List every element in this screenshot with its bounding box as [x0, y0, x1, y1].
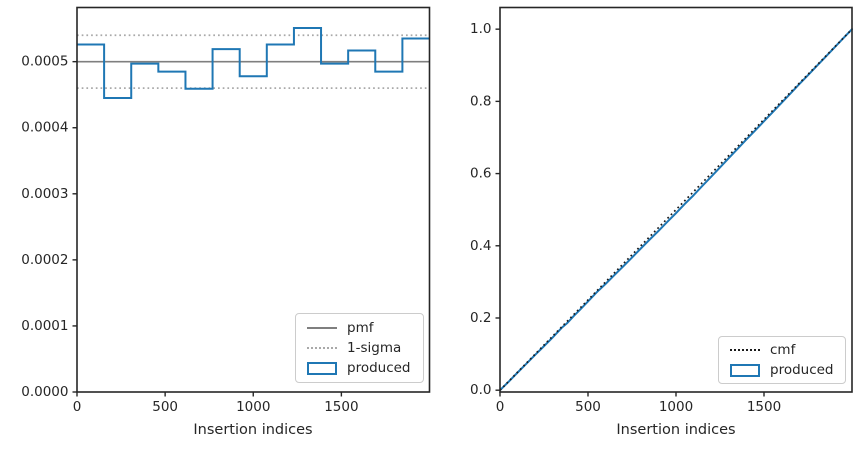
legend-entry-produced-right: produced — [730, 362, 834, 378]
legend-entry-cmf: cmf — [730, 342, 834, 358]
legend-label-pmf: pmf — [347, 320, 374, 336]
x-tick-label: 1000 — [236, 399, 270, 415]
x-tick-label: 0 — [73, 399, 82, 415]
legend-entry-1-sigma: 1-sigma — [307, 340, 412, 356]
y-tick-label: 0.0001 — [21, 318, 68, 334]
y-tick-label: 1.0 — [470, 21, 491, 37]
legend-label-produced-right: produced — [770, 362, 834, 378]
y-tick-label: 0.0003 — [21, 186, 68, 202]
y-tick-label: 0.8 — [470, 93, 491, 109]
y-tick-label: 0.0005 — [21, 54, 68, 70]
x-tick-label: 0 — [496, 399, 505, 415]
produced-cdf-line — [499, 28, 853, 392]
legend-entry-pmf: pmf — [307, 320, 412, 336]
y-tick-label: 0.0002 — [21, 252, 68, 268]
y-tick-label: 0.4 — [470, 238, 491, 254]
sigma-line-swatch — [307, 347, 337, 349]
x-tick-label: 500 — [152, 399, 178, 415]
y-tick-label: 0.2 — [470, 310, 491, 326]
left-xaxis-label: Insertion indices — [193, 422, 313, 438]
legend-entry-produced: produced — [307, 360, 412, 376]
legend-label-1-sigma: 1-sigma — [347, 340, 402, 356]
produced-patch-swatch-right — [730, 363, 760, 377]
legend-label-produced: produced — [347, 360, 411, 376]
x-tick-label: 1500 — [324, 399, 358, 415]
y-tick-label: 0.6 — [470, 166, 491, 182]
y-tick-label: 0.0 — [470, 382, 491, 398]
produced-patch-swatch — [307, 361, 337, 375]
right-plot-spines — [499, 6, 853, 393]
right-legend: cmf produced — [718, 336, 846, 384]
right-xaxis-label: Insertion indices — [616, 422, 736, 438]
x-tick-label: 1500 — [747, 399, 781, 415]
cmf-line-swatch — [730, 349, 760, 351]
left-legend: pmf 1-sigma produced — [295, 313, 424, 383]
y-tick-label: 0.0004 — [21, 120, 68, 136]
x-tick-label: 1000 — [659, 399, 693, 415]
legend-label-cmf: cmf — [770, 342, 796, 358]
x-tick-label: 500 — [575, 399, 601, 415]
y-tick-label: 0.0000 — [21, 384, 68, 400]
produced-step-line — [77, 26, 430, 100]
pmf-line-swatch — [307, 327, 337, 329]
